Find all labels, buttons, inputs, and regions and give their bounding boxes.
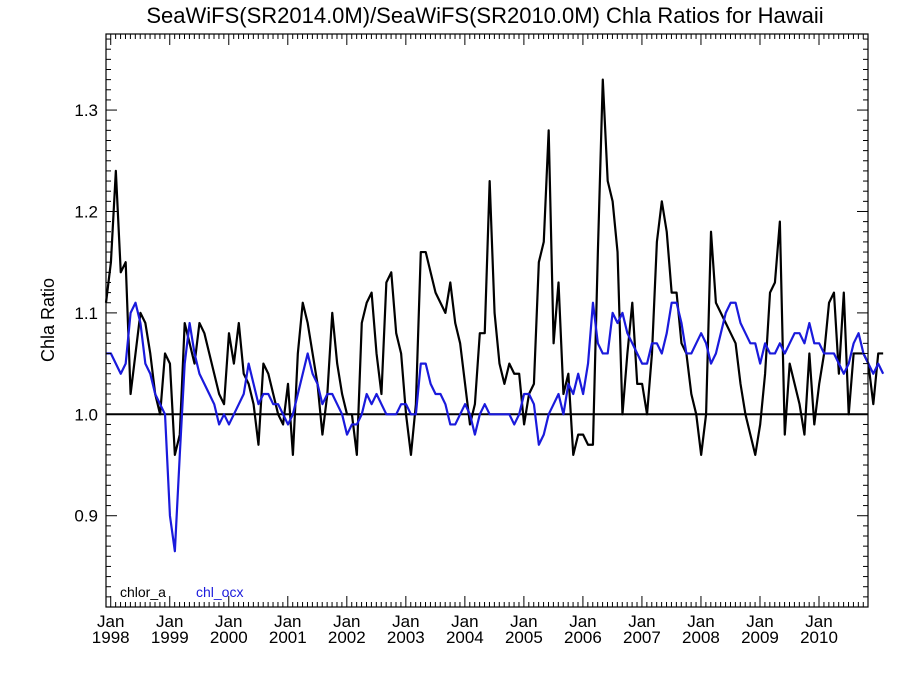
chart-title: SeaWiFS(SR2014.0M)/SeaWiFS(SR2010.0M) Ch… [146, 3, 823, 28]
x-tick-label-month: Jan [97, 612, 124, 631]
x-tick-label-month: Jan [805, 612, 832, 631]
legend-entry-chl_ocx: chl_ocx [196, 584, 243, 600]
legend-layer: chlor_a chl_ocx [120, 584, 243, 600]
x-tick-label-month: Jan [451, 612, 478, 631]
y-tick-label: 1.3 [74, 101, 98, 120]
x-tick-label-month: Jan [569, 612, 596, 631]
x-tick-label-year: 2003 [387, 628, 425, 647]
x-tick-label-year: 2005 [505, 628, 543, 647]
series-line-chlor_a [104, 78, 884, 456]
series-layer [104, 78, 885, 553]
x-tick-label-month: Jan [215, 612, 242, 631]
x-tick-label-month: Jan [628, 612, 655, 631]
x-tick-label-year: 2002 [328, 628, 366, 647]
axes-layer: 0.91.01.11.21.3Jan1998Jan1999Jan2000Jan2… [74, 33, 869, 647]
x-tick-label-year: 2009 [741, 628, 779, 647]
y-axis-label: Chla Ratio [38, 278, 58, 362]
x-tick-label-month: Jan [746, 612, 773, 631]
y-tick-label: 1.1 [74, 304, 98, 323]
legend-entry-chlor_a: chlor_a [120, 584, 166, 600]
x-tick-label-year: 2006 [564, 628, 602, 647]
plot-frame [105, 33, 869, 608]
x-tick-label-month: Jan [333, 612, 360, 631]
x-tick-label-year: 1998 [92, 628, 130, 647]
x-tick-label-month: Jan [510, 612, 537, 631]
x-tick-label-year: 2004 [446, 628, 484, 647]
x-tick-label-year: 2001 [269, 628, 307, 647]
y-tick-label: 1.0 [74, 405, 98, 424]
x-tick-label-year: 2008 [682, 628, 720, 647]
series-line-chl_ocx [106, 301, 885, 553]
x-tick-label-month: Jan [274, 612, 301, 631]
x-tick-label-month: Jan [687, 612, 714, 631]
x-tick-label-year: 2010 [800, 628, 838, 647]
x-tick-label-year: 2007 [623, 628, 661, 647]
x-tick-label-month: Jan [156, 612, 183, 631]
x-tick-label-year: 1999 [151, 628, 189, 647]
y-tick-label: 0.9 [74, 507, 98, 526]
y-tick-label: 1.2 [74, 202, 98, 221]
x-tick-label-year: 2000 [210, 628, 248, 647]
x-tick-label-month: Jan [392, 612, 419, 631]
